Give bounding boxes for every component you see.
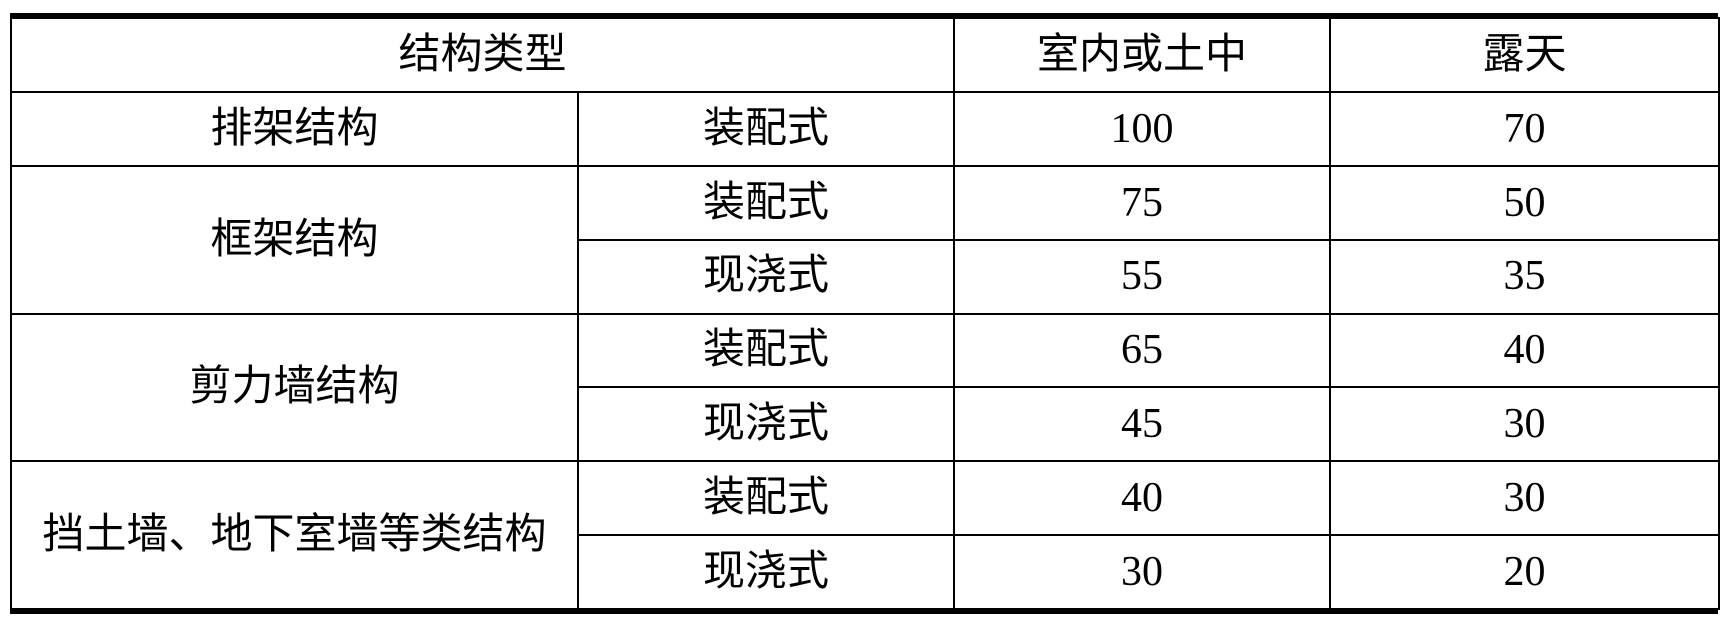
- cell-outdoor-value: 40: [1329, 312, 1721, 389]
- table-row: 挡土墙、地下室墙等类结构 装配式 40 30: [10, 460, 1721, 610]
- cell-cast-type: 装配式: [576, 312, 956, 389]
- cell-outdoor-value: 30: [1329, 386, 1721, 463]
- header-structure-type: 结构类型: [9, 17, 956, 93]
- structure-spacing-table-wrap: 结构类型 室内或土中 露天 排架结构 装配式 100 70 框架结构 装配式 7…: [9, 13, 1721, 614]
- cell-indoor-value: 30: [953, 534, 1332, 610]
- cell-indoor-value: 40: [953, 460, 1332, 537]
- cell-cast-type: 现浇式: [576, 386, 956, 463]
- table-row: 现浇式 45 30: [11, 386, 1721, 463]
- cell-group-name: 排架结构: [10, 90, 579, 167]
- table-row: 现浇式 55 35: [11, 238, 1721, 315]
- header-row: 结构类型 室内或土中 露天: [9, 17, 1721, 93]
- table-row: 现浇式 30 20: [11, 534, 1721, 610]
- cell-outdoor-value: 70: [1329, 90, 1721, 167]
- cell-outdoor-value: 50: [1329, 164, 1721, 241]
- cell-cast-type: 装配式: [576, 90, 956, 167]
- cell-cast-type: 现浇式: [576, 238, 956, 315]
- table-row: 剪力墙结构 装配式 65 40: [10, 312, 1721, 463]
- header-indoor: 室内或土中: [953, 17, 1332, 93]
- header-outdoor: 露天: [1329, 17, 1721, 93]
- structure-spacing-table: 结构类型 室内或土中 露天 排架结构 装配式 100 70 框架结构 装配式 7…: [9, 17, 1721, 610]
- cell-outdoor-value: 20: [1329, 534, 1721, 610]
- cell-cast-type: 装配式: [576, 460, 956, 537]
- cell-indoor-value: 45: [953, 386, 1332, 463]
- cell-cast-type: 现浇式: [576, 534, 956, 610]
- table-row: 排架结构 装配式 100 70: [10, 90, 1721, 167]
- cell-indoor-value: 100: [953, 90, 1332, 167]
- cell-indoor-value: 75: [953, 164, 1332, 241]
- cell-outdoor-value: 35: [1329, 238, 1721, 315]
- cell-group-name: 挡土墙、地下室墙等类结构: [10, 460, 579, 610]
- cell-indoor-value: 55: [953, 238, 1332, 315]
- cell-group-name: 框架结构: [10, 164, 579, 315]
- cell-outdoor-value: 30: [1329, 460, 1721, 537]
- cell-cast-type: 装配式: [576, 164, 956, 241]
- cell-group-name: 剪力墙结构: [10, 312, 579, 463]
- table-row: 框架结构 装配式 75 50: [10, 164, 1721, 315]
- cell-indoor-value: 65: [953, 312, 1332, 389]
